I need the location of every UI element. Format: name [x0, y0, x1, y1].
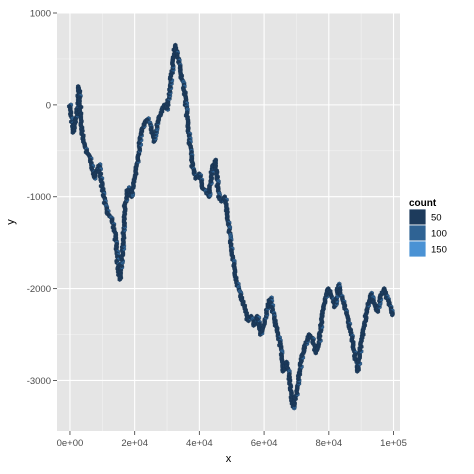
x-tick-label: 6e+04 — [251, 438, 278, 449]
major-grid — [57, 12, 400, 431]
hex-bin — [390, 312, 395, 318]
x-tick-label: 1e+05 — [380, 438, 407, 449]
legend-key — [408, 208, 427, 226]
y-tick-label: -1000 — [27, 192, 51, 203]
legend: count 50 100 150 — [408, 198, 447, 258]
x-tick-label: 2e+04 — [121, 438, 148, 449]
x-axis-title: x — [226, 453, 232, 465]
y-axis: 1000 0 -1000 -2000 -3000 — [27, 9, 57, 387]
legend-label: 50 — [431, 213, 442, 224]
y-tick-label: -2000 — [27, 284, 51, 295]
y-tick-label: 0 — [46, 100, 51, 111]
x-tick-label: 0e+00 — [57, 438, 84, 449]
legend-label: 100 — [431, 229, 447, 240]
legend-key — [408, 224, 427, 242]
legend-key — [408, 240, 427, 258]
minor-grid — [57, 13, 400, 431]
x-axis: 0e+00 2e+04 4e+04 6e+04 8e+04 1e+05 — [57, 431, 407, 449]
legend-label: 150 — [431, 245, 447, 256]
y-axis-title: y — [5, 219, 17, 225]
y-tick-label: 1000 — [30, 9, 51, 20]
legend-title: count — [409, 198, 437, 209]
data-layer — [67, 42, 395, 411]
x-tick-label: 4e+04 — [186, 438, 213, 449]
x-tick-label: 8e+04 — [315, 438, 342, 449]
y-tick-label: -3000 — [27, 376, 51, 387]
